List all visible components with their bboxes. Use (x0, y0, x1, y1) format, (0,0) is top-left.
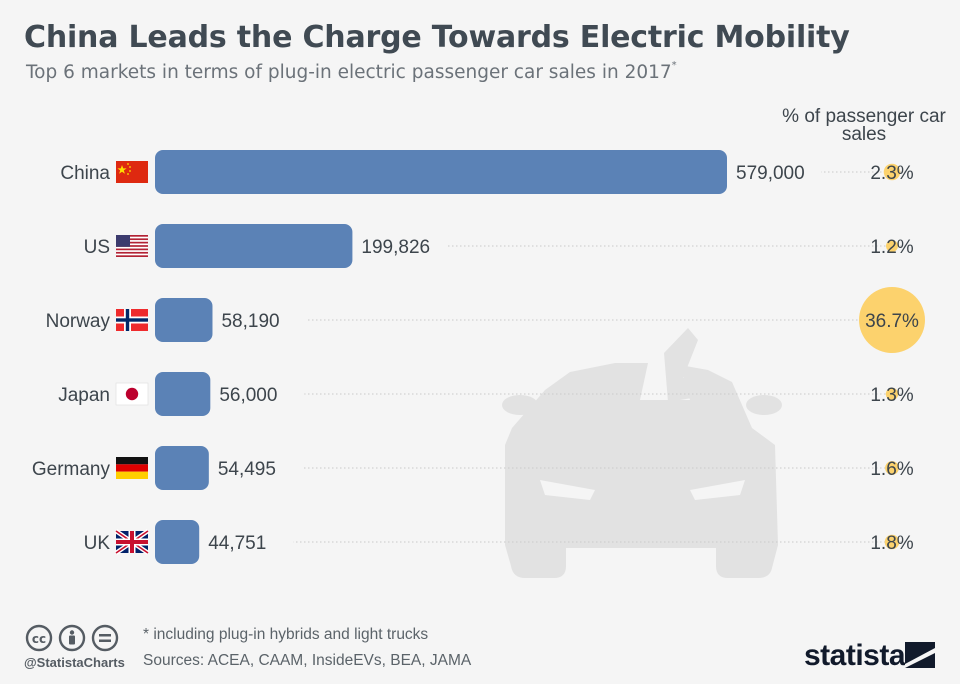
value-label: 58,190 (221, 311, 279, 332)
country-label: China (60, 163, 110, 184)
bar (155, 520, 200, 564)
share-label: 2.3% (870, 163, 913, 184)
country-label: Japan (58, 385, 110, 406)
row-guide-line (293, 541, 905, 543)
bar-rows: 2.3% China 579,000 1.2% US 199,826 36.7% Norway… (32, 150, 925, 564)
twitter-handle: @StatistaCharts (24, 655, 125, 670)
flag-germany-icon (116, 457, 148, 479)
value-label: 579,000 (736, 163, 805, 184)
chart-subtitle: Top 6 markets in terms of plug-in electr… (26, 60, 677, 83)
flag-china-icon (116, 161, 148, 183)
bar (155, 298, 213, 342)
bar (155, 372, 211, 416)
share-bubble (884, 534, 900, 550)
row-guide-line (306, 319, 906, 321)
share-bubble (859, 287, 925, 353)
share-bubble (885, 461, 899, 475)
row-guide-line (446, 245, 905, 247)
row-guide-line (304, 393, 905, 395)
cc-icon: cc (25, 624, 53, 652)
flag-japan-icon (115, 382, 149, 406)
no-derivatives-icon (91, 624, 119, 652)
share-bubble (886, 240, 898, 252)
bar (155, 446, 209, 490)
value-label: 199,826 (361, 237, 430, 258)
statista-logo-icon (905, 642, 935, 668)
svg-text:cc: cc (32, 632, 46, 646)
value-label: 56,000 (219, 385, 277, 406)
share-label: 1.6% (870, 459, 913, 480)
value-label: 44,751 (208, 533, 266, 554)
subtitle-footnote-mark: * (671, 60, 677, 71)
share-label: 36.7% (865, 311, 919, 332)
flag-norway-icon (116, 309, 148, 331)
attribution-icon (58, 624, 86, 652)
sources-note: Sources: ACEA, CAAM, InsideEVs, BEA, JAM… (143, 652, 472, 669)
footnote: * including plug-in hybrids and light tr… (143, 626, 429, 643)
country-label: US (84, 237, 110, 258)
share-label: 1.8% (870, 533, 913, 554)
subtitle-text: Top 6 markets in terms of plug-in electr… (26, 62, 672, 83)
car-watermark-details (540, 480, 745, 500)
chart-title: China Leads the Charge Towards Electric … (24, 20, 850, 55)
share-column-header: % of passenger car sales (782, 106, 946, 145)
value-label: 54,495 (218, 459, 276, 480)
flag-uk-icon (114, 529, 150, 555)
share-bubble (885, 387, 899, 401)
statista-logo-text: statista (804, 639, 906, 672)
country-label: Norway (46, 311, 111, 332)
electric-car-watermark-icon (502, 328, 782, 578)
row-guide-line (302, 467, 905, 469)
share-label: 1.2% (870, 237, 913, 258)
share-bubble (883, 163, 901, 181)
country-label: Germany (32, 459, 111, 480)
row-guide-line (821, 171, 905, 173)
bar (155, 224, 353, 268)
country-label: UK (84, 533, 111, 554)
bar (155, 150, 727, 194)
creative-commons-icons: cc (25, 624, 119, 652)
share-label: 1.3% (870, 385, 913, 406)
flag-us-icon (116, 235, 148, 257)
